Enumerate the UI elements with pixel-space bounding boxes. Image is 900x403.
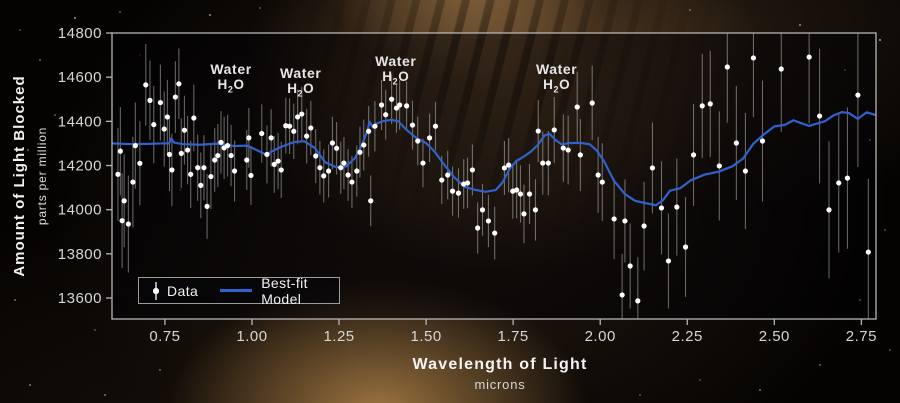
svg-text:14000: 14000 [58,202,102,219]
svg-text:1.00: 1.00 [236,328,267,345]
svg-text:13600: 13600 [58,290,102,307]
svg-text:2.25: 2.25 [672,328,703,345]
data-points [115,54,871,304]
y-axis-units: parts per million [35,126,49,226]
svg-text:1.50: 1.50 [410,328,441,345]
model-line-icon [220,289,253,292]
svg-text:14800: 14800 [58,25,102,42]
svg-text:13800: 13800 [58,246,102,263]
svg-text:1.25: 1.25 [323,328,354,345]
best-fit-model-line [112,110,876,207]
legend: Data Best-fit Model [138,274,340,307]
water-annotation: Water H2O [210,60,252,95]
svg-text:2.75: 2.75 [846,328,877,345]
plot-frame [111,32,877,320]
svg-text:2.00: 2.00 [585,328,616,345]
y-axis-title: Amount of Light Blocked [11,75,28,277]
x-axis-title: Wavelength of Light [412,356,588,373]
axis-ticks: 14800 14600 14400 14200 14000 13800 13600 0.75 1… [58,25,877,345]
svg-text:0.75: 0.75 [149,328,180,345]
x-axis-units: microns [474,377,526,392]
water-annotation: Water H2O [280,65,322,99]
svg-text:14200: 14200 [58,158,102,175]
svg-text:1.75: 1.75 [498,328,529,345]
water-annotation: Water H2O [375,52,417,87]
plot-area [112,33,876,319]
svg-text:2.50: 2.50 [759,328,790,345]
legend-data-label: Data [167,282,199,299]
water-annotation: Water H2O [535,61,578,95]
svg-text:14400: 14400 [58,113,102,130]
svg-text:14600: 14600 [58,69,102,86]
legend-model-label: Best-fit Model [261,274,308,307]
data-point-icon [153,281,159,300]
